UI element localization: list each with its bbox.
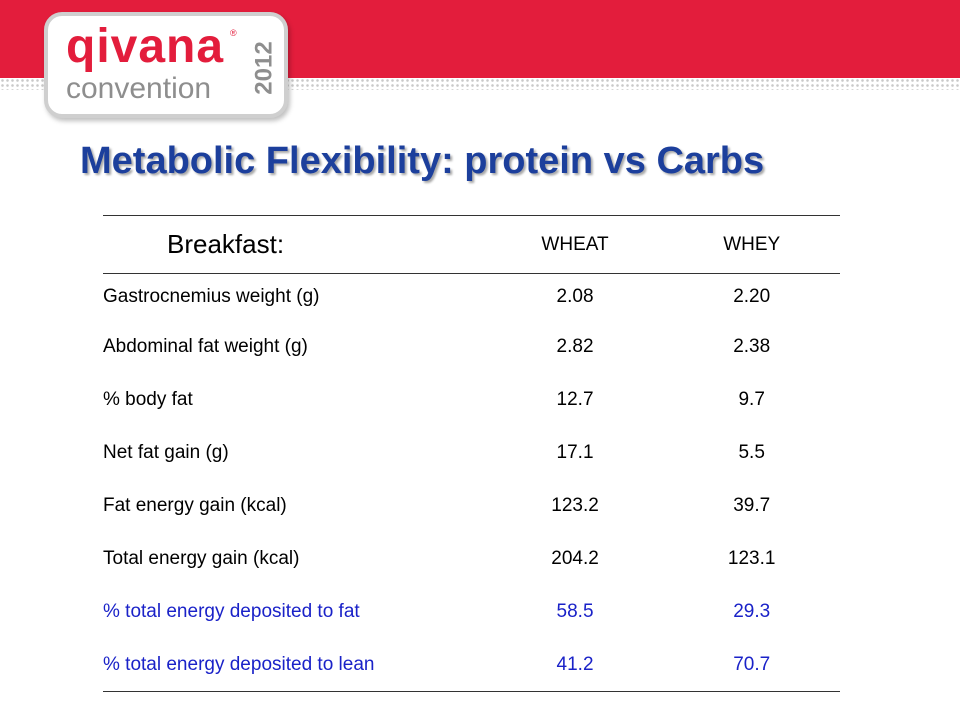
row-label: Total energy gain (kcal) — [103, 547, 300, 569]
whey-value: 2.20 — [733, 286, 771, 307]
table-row: Total energy gain (kcal) 204.2 123.1 — [103, 532, 840, 585]
row-label: Fat energy gain (kcal) — [103, 494, 287, 516]
table-row: Fat energy gain (kcal) 123.2 39.7 — [103, 479, 840, 532]
logo-subtitle: convention — [66, 72, 212, 105]
whey-value: 29.3 — [733, 600, 771, 622]
whey-value: 9.7 — [738, 388, 765, 410]
row-label: Abdominal fat weight (g) — [103, 335, 308, 357]
whey-value: 39.7 — [733, 494, 771, 516]
whey-value: 123.1 — [727, 547, 776, 569]
table-row: Net fat gain (g) 17.1 5.5 — [103, 426, 840, 479]
row-header-label: Breakfast: — [103, 215, 487, 274]
wheat-value: 12.7 — [556, 388, 594, 410]
logo-word: qivana — [66, 20, 225, 73]
table-row: Gastrocnemius weight (g) 2.08 2.20 — [103, 274, 840, 321]
whey-value: 2.38 — [733, 335, 771, 357]
wheat-value: 58.5 — [556, 600, 594, 622]
row-label: % total energy deposited to fat — [103, 600, 360, 622]
table-row-highlighted: % total energy deposited to lean 41.2 70… — [103, 638, 840, 692]
column-header-whey: WHEY — [663, 215, 840, 274]
wheat-value: 41.2 — [556, 653, 594, 675]
wheat-value: 123.2 — [551, 494, 599, 516]
table-header-row: Breakfast: WHEAT WHEY — [103, 215, 840, 274]
wheat-value: 2.82 — [556, 335, 594, 357]
row-label: % body fat — [103, 388, 193, 410]
logo-year: 2012 — [250, 41, 278, 95]
comparison-table: Breakfast: WHEAT WHEY Gastrocnemius weig… — [103, 215, 840, 692]
row-label: % total energy deposited to lean — [103, 653, 375, 675]
wheat-value: 17.1 — [556, 441, 594, 463]
table-row: % body fat 12.7 9.7 — [103, 373, 840, 426]
qivana-convention-logo: qivana ® convention 2012 — [44, 12, 288, 118]
table-row-highlighted: % total energy deposited to fat 58.5 29.… — [103, 585, 840, 638]
logo-registered-mark: ® — [230, 28, 237, 38]
whey-value: 70.7 — [733, 653, 771, 675]
row-label: Net fat gain (g) — [103, 441, 229, 463]
whey-value: 5.5 — [738, 441, 765, 463]
table-row: Abdominal fat weight (g) 2.82 2.38 — [103, 320, 840, 373]
wheat-value: 204.2 — [551, 547, 599, 569]
slide-title: Metabolic Flexibility: protein vs Carbs — [80, 140, 765, 182]
row-label: Gastrocnemius weight (g) — [103, 286, 320, 307]
column-header-wheat: WHEAT — [486, 215, 664, 274]
wheat-value: 2.08 — [556, 286, 594, 307]
